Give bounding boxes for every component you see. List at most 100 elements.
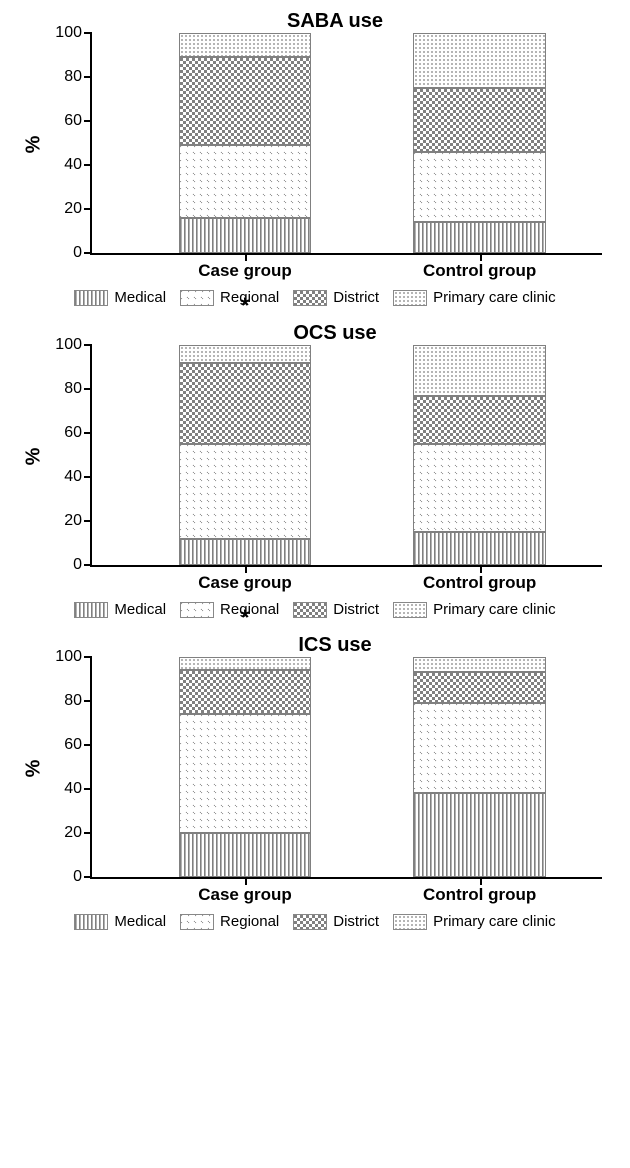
legend-item: District	[293, 601, 379, 618]
bar-segment-primary	[179, 345, 312, 363]
x-tick	[480, 877, 482, 885]
y-tick-label: 0	[73, 868, 82, 886]
bar-segment-medical	[413, 793, 546, 877]
stacked-bar	[413, 33, 546, 253]
bar-segment-regional	[179, 444, 312, 539]
bar-segment-regional	[179, 145, 312, 218]
legend-label: Primary care clinic	[433, 601, 556, 618]
x-tick-label: Control group	[423, 885, 536, 905]
legend: Medical Regional District Primary care clin…	[20, 913, 610, 930]
bar-segment-district	[413, 672, 546, 703]
legend-swatch-regional	[180, 914, 214, 930]
figure-root: SABA use%020406080100Case group*Control …	[0, 0, 630, 936]
y-tick-label: 100	[55, 336, 82, 354]
bar-segment-district	[179, 57, 312, 145]
y-tick	[84, 388, 92, 390]
y-tick-label: 20	[64, 824, 82, 842]
bar-segment-primary	[413, 33, 546, 88]
bar-segment-medical	[179, 539, 312, 565]
y-tick-label: 60	[64, 736, 82, 754]
plot-area: 020406080100Case group*Control group	[90, 657, 602, 879]
significance-asterisk: *	[241, 605, 250, 631]
stacked-bar	[413, 345, 546, 565]
x-tick-label: Control group	[423, 261, 536, 281]
legend-swatch-district	[293, 602, 327, 618]
y-tick-label: 20	[64, 512, 82, 530]
y-tick	[84, 432, 92, 434]
y-tick	[84, 832, 92, 834]
x-tick-label: Case group	[198, 261, 292, 281]
y-tick-label: 40	[64, 780, 82, 798]
y-tick-label: 40	[64, 156, 82, 174]
plot-row: % 020406080100Case group*Control group	[20, 33, 610, 255]
significance-asterisk: *	[241, 293, 250, 319]
bar-segment-primary	[179, 657, 312, 670]
y-tick	[84, 476, 92, 478]
legend-swatch-regional	[180, 602, 214, 618]
legend-item: Regional	[180, 913, 279, 930]
bar-segment-medical	[413, 532, 546, 565]
legend-item: Medical	[74, 601, 166, 618]
plot-row: % 020406080100Case group*Control group	[20, 345, 610, 567]
y-axis-label: %	[23, 130, 46, 158]
legend-label: Primary care clinic	[433, 913, 556, 930]
bar-segment-district	[413, 396, 546, 444]
bar-segment-regional	[413, 703, 546, 793]
y-tick-label: 60	[64, 424, 82, 442]
legend-label: Medical	[114, 601, 166, 618]
y-tick	[84, 32, 92, 34]
y-tick-label: 100	[55, 24, 82, 42]
stacked-bar	[179, 657, 312, 877]
legend-item: Medical	[74, 913, 166, 930]
y-tick	[84, 252, 92, 254]
y-tick-label: 80	[64, 68, 82, 86]
x-tick	[245, 565, 247, 573]
chart-title: OCS use	[60, 322, 610, 345]
y-tick	[84, 656, 92, 658]
plot-area: 020406080100Case group*Control group	[90, 33, 602, 255]
y-axis-label: %	[23, 442, 46, 470]
legend-label: District	[333, 601, 379, 618]
y-tick-label: 0	[73, 244, 82, 262]
y-tick-label: 80	[64, 692, 82, 710]
y-tick-label: 100	[55, 648, 82, 666]
y-tick	[84, 344, 92, 346]
legend-item: Primary care clinic	[393, 289, 556, 306]
chart-panel: ICS use%020406080100Case group*Control g…	[0, 624, 630, 936]
y-tick	[84, 876, 92, 878]
y-tick	[84, 700, 92, 702]
legend-item: Regional	[180, 289, 279, 306]
y-tick	[84, 520, 92, 522]
legend-swatch-regional	[180, 290, 214, 306]
bar-segment-district	[179, 363, 312, 444]
legend-label: District	[333, 913, 379, 930]
stacked-bar	[179, 345, 312, 565]
bar-segment-district	[413, 88, 546, 152]
legend: Medical Regional District Primary care clin…	[20, 601, 610, 618]
y-tick	[84, 120, 92, 122]
legend: Medical Regional District Primary care clin…	[20, 289, 610, 306]
legend-label: Primary care clinic	[433, 289, 556, 306]
legend-swatch-primary	[393, 914, 427, 930]
y-tick	[84, 76, 92, 78]
legend-label: District	[333, 289, 379, 306]
legend-item: District	[293, 289, 379, 306]
bar-segment-primary	[179, 33, 312, 57]
y-tick	[84, 164, 92, 166]
y-tick	[84, 564, 92, 566]
legend-swatch-medical	[74, 914, 108, 930]
legend-swatch-primary	[393, 290, 427, 306]
chart-panel: SABA use% 020406080100Case group*Control …	[0, 0, 630, 312]
y-axis-label: %	[23, 754, 46, 782]
bar-segment-regional	[413, 152, 546, 222]
y-tick-label: 40	[64, 468, 82, 486]
chart-title: SABA use	[60, 10, 610, 33]
x-tick-label: Case group	[198, 885, 292, 905]
legend-label: Regional	[220, 913, 279, 930]
legend-item: Regional	[180, 601, 279, 618]
y-tick	[84, 788, 92, 790]
bar-segment-regional	[413, 444, 546, 532]
plot-area: 020406080100Case group*Control group	[90, 345, 602, 567]
legend-label: Medical	[114, 289, 166, 306]
x-tick	[245, 877, 247, 885]
